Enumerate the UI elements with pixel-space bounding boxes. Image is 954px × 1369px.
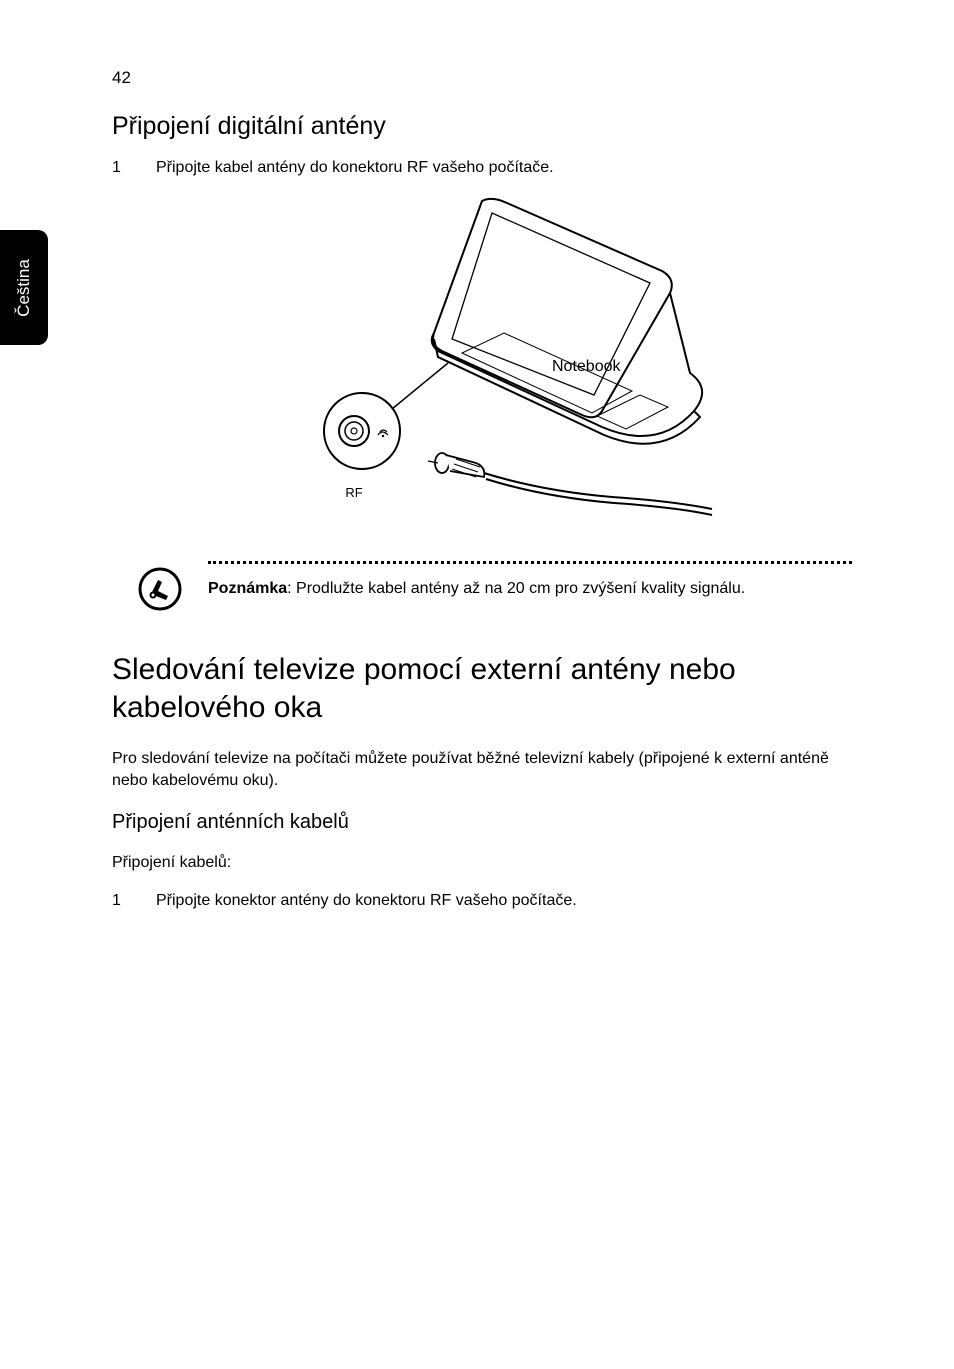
figure-svg: Notebook RF [242,191,722,531]
language-tab: Čeština [0,230,48,345]
section2-subheading: Připojení anténních kabelů [112,811,852,834]
note-body: Poznámka: Prodlužte kabel antény až na 2… [208,561,852,611]
section1-step-row: 1 Připojte kabel antény do konektoru RF … [112,159,852,177]
figure-notebook-label: Notebook [552,358,621,375]
note-block: Poznámka: Prodlužte kabel antény až na 2… [112,561,852,611]
section1-step-text: Připojte kabel antény do konektoru RF va… [156,159,554,177]
note-icon [138,567,182,611]
section2-intro: Pro sledování televize na počítači můžet… [112,748,852,793]
note-rule [208,561,852,564]
note-rest: : Prodlužte kabel antény až na 20 cm pro… [287,580,745,597]
page-number: 42 [112,68,131,88]
note-bold: Poznámka [208,580,287,597]
note-text: Poznámka: Prodlužte kabel antény až na 2… [208,578,852,600]
figure-antenna-connection: Notebook RF [112,191,852,531]
section2-step-text: Připojte konektor antény do konektoru RF… [156,892,577,910]
language-tab-label: Čeština [14,259,34,317]
figure-cable-plug [428,453,484,477]
section2-heading: Sledování televize pomocí externí antény… [112,651,852,726]
page-content: Připojení digitální antény 1 Připojte ka… [112,112,852,924]
section2-step-row: 1 Připojte konektor antény do konektoru … [112,892,852,910]
section1-step-number: 1 [112,159,156,177]
note-icon-col [112,561,208,611]
section1-heading: Připojení digitální antény [112,112,852,141]
section2-step-number: 1 [112,892,156,910]
figure-rf-label: RF [345,485,362,500]
section2-line: Připojení kabelů: [112,852,852,874]
